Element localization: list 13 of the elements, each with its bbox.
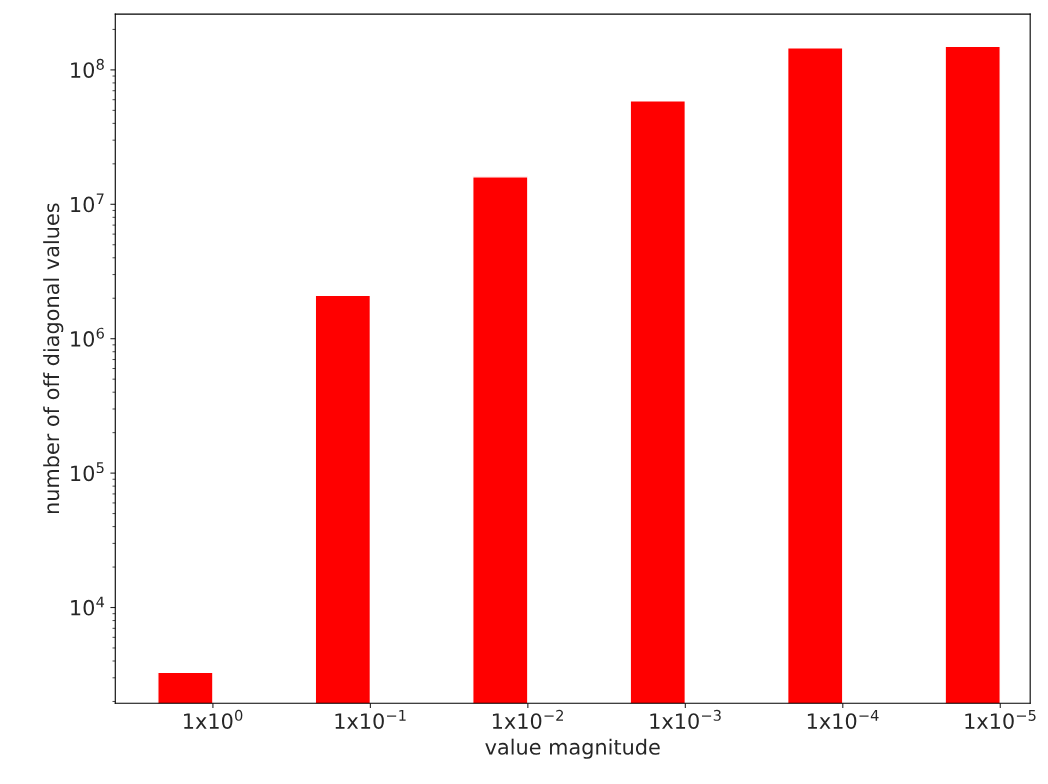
y-tick-label: 10$^{4}$ xyxy=(71,596,105,616)
y-axis-title: number of off diagonal values xyxy=(43,203,64,514)
x-tick-label: 1x10$^{−2}$ xyxy=(492,709,563,729)
x-tick-label: 1x10$^{−3}$ xyxy=(650,709,721,729)
y-tick-label: 10$^{8}$ xyxy=(71,58,104,78)
x-tick-label: 1x10$^{0}$ xyxy=(184,709,243,729)
y-tick-label: 10$^{7}$ xyxy=(71,193,104,213)
y-tick-label: 10$^{6}$ xyxy=(71,327,104,347)
x-tick-label: 1x10$^{−1}$ xyxy=(335,710,406,729)
y-tick-label: 10$^{5}$ xyxy=(71,462,104,482)
x-tick-label: 1x10$^{−4}$ xyxy=(807,710,879,729)
x-axis-title: value magnitude xyxy=(485,738,660,759)
x-tick-label: 1x10$^{−5}$ xyxy=(965,710,1036,729)
